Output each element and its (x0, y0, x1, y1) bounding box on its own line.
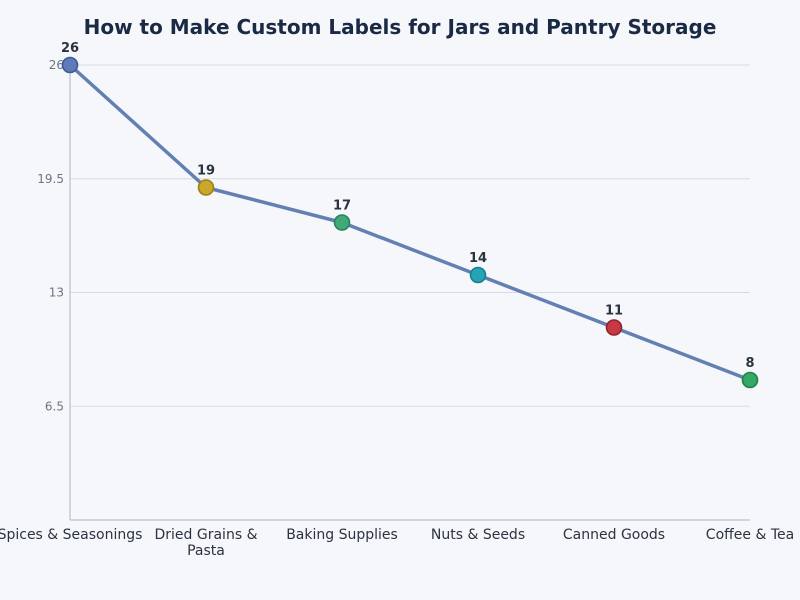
series-area (61, 56, 759, 389)
data-label: 26 (61, 41, 79, 56)
y-tick-label: 26 (49, 58, 64, 72)
gridlines (70, 64, 750, 407)
data-point (333, 214, 351, 231)
data-point (741, 371, 759, 389)
data-label: 17 (333, 199, 351, 214)
data-point (197, 179, 215, 196)
data-point (469, 266, 487, 284)
x-tick-label: Dried Grains & Pasta (155, 527, 258, 559)
chart-title: How to Make Custom Labels for Jars and P… (84, 15, 717, 39)
x-tick-label: Canned Goods (563, 527, 665, 543)
labels: 26 19 17 14 11 8 (61, 41, 755, 371)
data-point (61, 56, 79, 74)
y-tick-label: 19.5 (37, 172, 64, 186)
data-label: 14 (469, 251, 487, 266)
data-point (605, 319, 623, 336)
data-label: 11 (605, 304, 623, 319)
x-tick-label: Coffee & Tea (706, 527, 794, 543)
y-tick-label: 6.5 (45, 399, 64, 413)
x-tick-label: Baking Supplies (286, 527, 398, 543)
data-label: 19 (197, 164, 215, 179)
data-label: 8 (745, 356, 754, 371)
axes: 6.5 13 19.5 26 Spices & Seasonings Dried Grai… (0, 57, 794, 559)
y-tick-label: 13 (49, 286, 64, 300)
series-line (68, 63, 752, 382)
x-tick-label: Spices & Seasonings (0, 527, 142, 543)
x-tick-label: Nuts & Seeds (431, 527, 525, 543)
